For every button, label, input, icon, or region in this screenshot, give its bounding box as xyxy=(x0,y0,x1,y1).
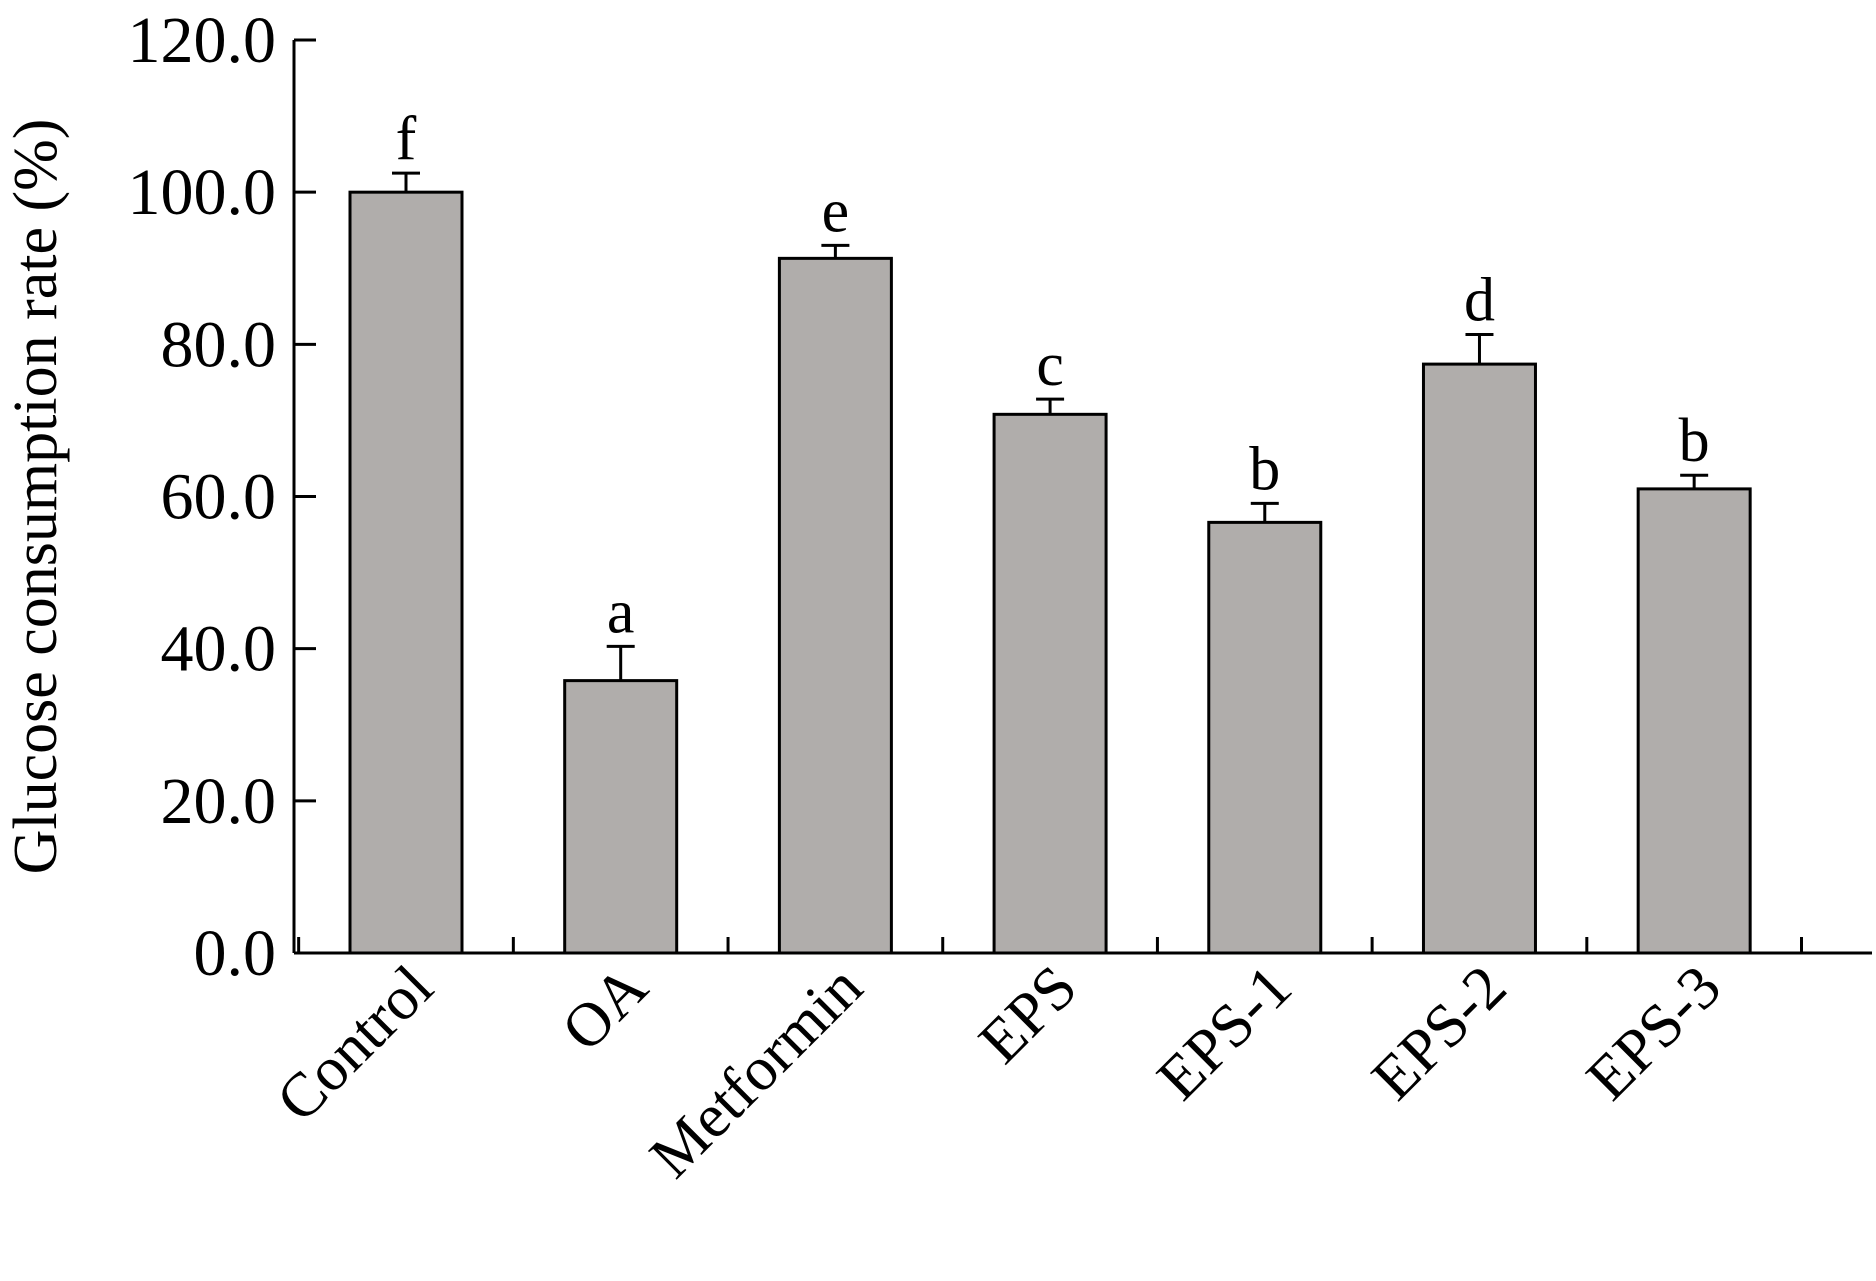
category-label: Control xyxy=(264,953,446,1135)
bar-eps-1 xyxy=(1207,520,1323,955)
y-tick-label: 80.0 xyxy=(161,308,277,381)
y-tick-label: 40.0 xyxy=(161,613,277,686)
category-label: Metformin xyxy=(637,953,875,1191)
category-label: EPS-2 xyxy=(1359,953,1519,1113)
y-axis-label: Glucose consumption rate (%) xyxy=(2,119,70,875)
bar-metformin xyxy=(777,256,893,955)
bar-eps xyxy=(992,412,1108,955)
category-label: EPS xyxy=(966,953,1090,1077)
significance-letter: b xyxy=(1249,435,1280,503)
significance-letter: b xyxy=(1679,407,1710,475)
category-label: EPS-3 xyxy=(1574,953,1734,1113)
y-axis: 0.0 20.0 40.0 60.0 80.0 100.0 120.0 xyxy=(128,4,316,990)
significance-letter: d xyxy=(1464,266,1495,334)
significance-letter: a xyxy=(607,578,635,646)
significance-letter: f xyxy=(396,105,417,173)
significance-letter: c xyxy=(1036,331,1064,399)
significance-letter: e xyxy=(822,177,850,245)
y-tick-label: 0.0 xyxy=(194,917,277,990)
y-tick-label: 120.0 xyxy=(128,4,277,77)
bar-eps-2 xyxy=(1421,362,1537,955)
category-label: OA xyxy=(549,953,661,1065)
bar-oa xyxy=(563,679,679,955)
bars xyxy=(348,171,1752,955)
bar-eps-3 xyxy=(1636,487,1752,955)
y-tick-label: 100.0 xyxy=(128,156,277,229)
y-tick-label: 60.0 xyxy=(161,461,277,534)
bar-control xyxy=(348,190,464,955)
y-tick-label: 20.0 xyxy=(161,765,277,838)
category-label: EPS-1 xyxy=(1145,953,1305,1113)
